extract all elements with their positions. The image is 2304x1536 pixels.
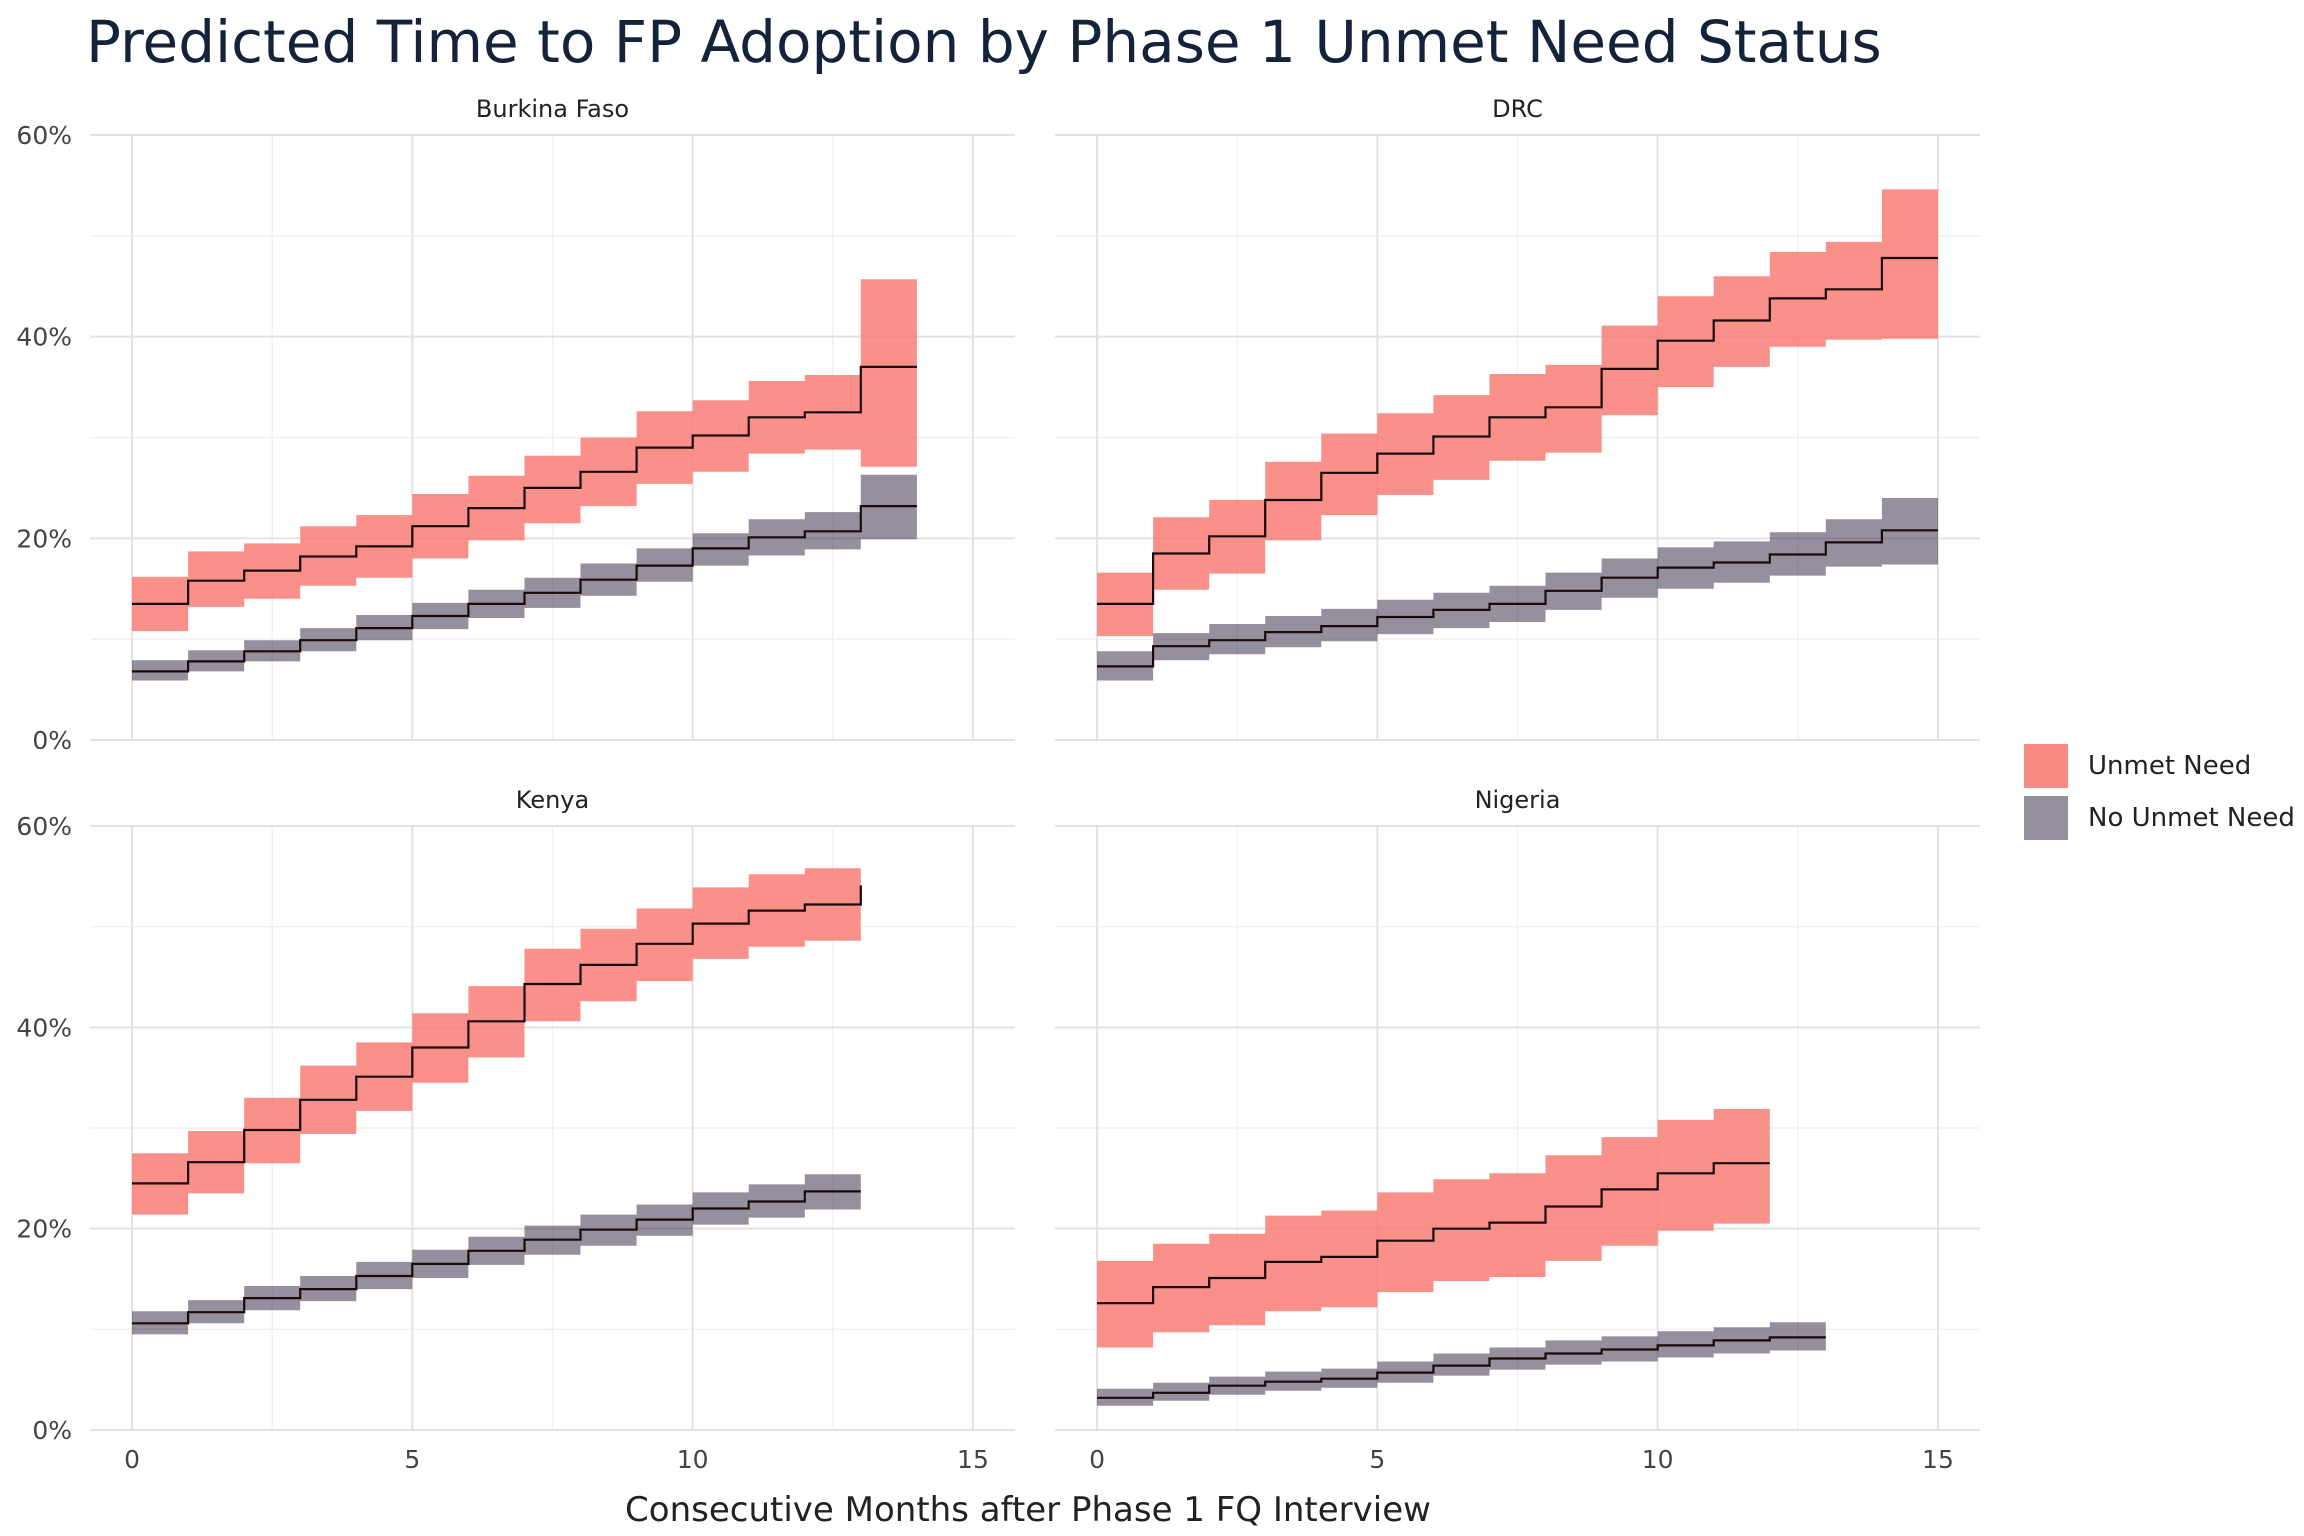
x-axis-label: Consecutive Months after Phase 1 FQ Inte…	[625, 1490, 1431, 1530]
legend: Unmet Need No Unmet Need	[2024, 740, 2295, 844]
chart-title: Predicted Time to FP Adoption by Phase 1…	[86, 8, 1882, 76]
drc-unmet-need-ci-ribbon	[1097, 189, 1938, 637]
kenya-x-tick-label: 10	[677, 1445, 709, 1474]
kenya-no-unmet-need-ci-ribbon	[132, 1174, 861, 1335]
nigeria-x-tick-label: 5	[1369, 1445, 1385, 1474]
burkina-faso-y-tick-label: 60%	[16, 121, 72, 150]
nigeria-x-tick-label: 10	[1642, 1445, 1674, 1474]
kenya-y-tick-label: 60%	[16, 812, 72, 841]
kenya-unmet-need-ci-ribbon	[132, 868, 861, 1215]
burkina-faso-unmet-need-ci-ribbon	[132, 279, 917, 632]
kenya-x-tick-label: 0	[124, 1445, 140, 1474]
kenya-y-tick-label: 40%	[16, 1013, 72, 1042]
legend-label-no-unmet-need: No Unmet Need	[2088, 803, 2295, 833]
kenya-x-tick-label: 5	[404, 1445, 420, 1474]
drc-panel-title: DRC	[1492, 95, 1543, 123]
kenya-no-unmet-need-estimate-line	[132, 1190, 861, 1325]
drc-no-unmet-need-ci-ribbon	[1097, 498, 1938, 681]
legend-item-unmet-need: Unmet Need	[2024, 740, 2295, 792]
kenya-x-tick-label: 15	[957, 1445, 989, 1474]
burkina-faso-y-tick-label: 40%	[16, 323, 72, 352]
nigeria-panel-title: Nigeria	[1475, 786, 1561, 814]
legend-item-no-unmet-need: No Unmet Need	[2024, 792, 2295, 844]
legend-label-unmet-need: Unmet Need	[2088, 751, 2252, 781]
legend-swatch-no-unmet-need	[2024, 796, 2068, 840]
burkina-faso-unmet-need-estimate-line	[132, 365, 917, 605]
kenya-unmet-need-estimate-line	[132, 885, 862, 1185]
nigeria-no-unmet-need-ci-ribbon	[1097, 1322, 1826, 1406]
burkina-faso-no-unmet-need-estimate-line	[132, 505, 917, 673]
nigeria-no-unmet-need-estimate-line	[1097, 1336, 1826, 1399]
burkina-faso-y-tick-label: 0%	[32, 726, 72, 755]
kenya-panel-title: Kenya	[516, 786, 589, 814]
burkina-faso-y-tick-label: 20%	[16, 524, 72, 553]
drc-unmet-need-estimate-line	[1097, 256, 1938, 605]
kenya-y-tick-label: 0%	[32, 1416, 72, 1445]
burkina-faso-no-unmet-need-ci-ribbon	[132, 474, 917, 681]
nigeria-unmet-need-estimate-line	[1097, 1162, 1770, 1305]
nigeria-x-tick-label: 15	[1922, 1445, 1954, 1474]
drc-no-unmet-need-estimate-line	[1097, 529, 1938, 668]
nigeria-x-tick-label: 0	[1089, 1445, 1105, 1474]
burkina-faso-panel-title: Burkina Faso	[476, 95, 629, 123]
kenya-y-tick-label: 20%	[16, 1215, 72, 1244]
legend-swatch-unmet-need	[2024, 744, 2068, 788]
